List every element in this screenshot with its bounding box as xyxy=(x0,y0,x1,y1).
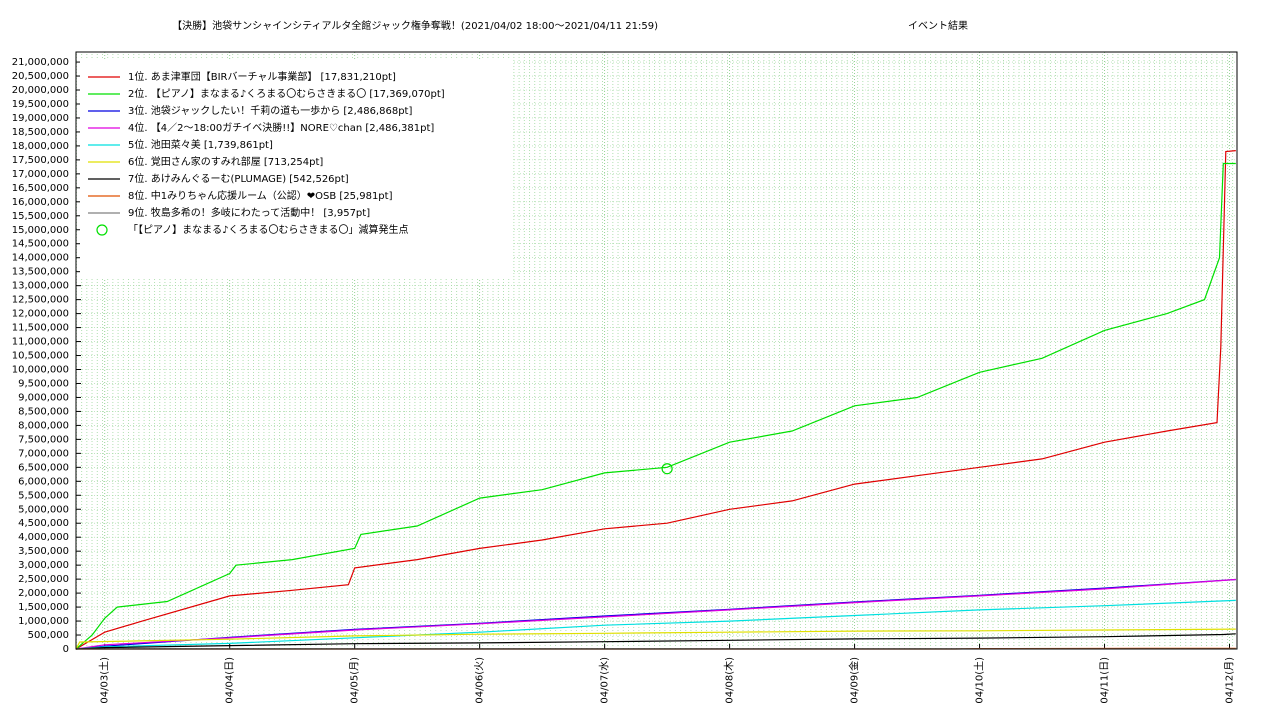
y-tick-label: 9,500,000 xyxy=(18,378,69,389)
y-tick-label: 4,000,000 xyxy=(18,532,69,543)
y-tick-label: 8,500,000 xyxy=(18,406,69,417)
y-tick-label: 17,500,000 xyxy=(12,155,69,166)
legend-label: 2位. 【ピアノ】まなまる♪くろまる〇むらさきまる〇 [17,369,070pt… xyxy=(128,87,445,100)
y-tick-label: 6,500,000 xyxy=(18,462,69,473)
y-tick-label: 16,500,000 xyxy=(12,183,69,194)
x-tick-label: 04/06(火) xyxy=(474,657,486,704)
series-line xyxy=(75,628,1236,650)
y-tick-label: 8,000,000 xyxy=(18,420,69,431)
legend-label: 7位. あけみんぐるーむ(PLUMAGE) [542,526pt] xyxy=(128,172,349,185)
y-tick-label: 18,000,000 xyxy=(12,141,69,152)
x-tick-label: 04/07(水) xyxy=(599,657,611,704)
legend-label: 6位. 覚田さん家のすみれ部屋 [713,254pt] xyxy=(128,155,323,168)
legend: 1位. あま津軍団【BIRバーチャル事業部】 [17,831,210pt] 2位.… xyxy=(80,60,512,278)
x-tick-label: 04/03(土) xyxy=(98,657,111,704)
chart-subtitle: イベント結果 xyxy=(908,19,968,32)
x-tick-label: 04/10(土) xyxy=(973,657,986,704)
y-tick-label: 5,000,000 xyxy=(18,504,69,515)
y-tick-label: 20,500,000 xyxy=(12,71,69,82)
y-tick-label: 17,000,000 xyxy=(12,169,69,180)
y-tick-label: 1,500,000 xyxy=(18,602,69,613)
y-tick-label: 11,000,000 xyxy=(12,337,69,348)
x-tick-label: 04/04(日) xyxy=(225,657,236,704)
y-tick-label: 6,000,000 xyxy=(18,476,69,487)
y-tick-label: 16,000,000 xyxy=(12,197,69,208)
legend-label: 4位. 【4／2〜18:00ガチイベ決勝!!】NORE♡chan [2,486,… xyxy=(128,121,434,134)
y-tick-label: 0 xyxy=(63,644,69,655)
y-tick-label: 14,000,000 xyxy=(12,253,69,264)
y-tick-label: 7,500,000 xyxy=(18,434,69,445)
y-tick-label: 18,500,000 xyxy=(12,127,69,138)
y-tick-label: 15,500,000 xyxy=(12,211,69,222)
legend-label: 「【ピアノ】まなまる♪くろまる〇むらさきまる〇」減算発生点 xyxy=(128,223,408,236)
y-tick-label: 2,000,000 xyxy=(18,588,69,599)
series-line xyxy=(75,599,1236,650)
y-tick-label: 5,500,000 xyxy=(18,490,69,501)
legend-label: 5位. 池田菜々美 [1,739,861pt] xyxy=(128,138,273,151)
x-tick-label: 04/09(金) xyxy=(848,657,861,704)
legend-label: 1位. あま津軍団【BIRバーチャル事業部】 [17,831,210pt] xyxy=(128,70,396,83)
legend-label: 9位. 牧島多希の！多岐にわたって活動中！ [3,957pt] xyxy=(128,206,370,219)
legend-label: 8位. 中1みりちゃん応援ルーム（公認）❤OSB [25,981pt] xyxy=(128,189,393,202)
legend-swatch xyxy=(96,224,108,236)
y-tick-label: 14,500,000 xyxy=(12,239,69,250)
x-tick-label: 04/05(月) xyxy=(349,657,361,704)
series-line xyxy=(75,150,1236,650)
y-tick-label: 4,500,000 xyxy=(18,518,69,529)
y-tick-label: 10,000,000 xyxy=(12,365,69,376)
y-tick-label: 19,500,000 xyxy=(12,99,69,110)
y-tick-label: 13,000,000 xyxy=(12,281,69,292)
y-tick-label: 9,000,000 xyxy=(18,392,69,403)
y-tick-label: 2,500,000 xyxy=(18,574,69,585)
x-tick-label: 04/12(月) xyxy=(1224,657,1236,704)
y-tick-label: 21,000,000 xyxy=(12,57,69,68)
y-tick-label: 1,000,000 xyxy=(18,616,69,627)
marker-point xyxy=(661,463,673,475)
y-tick-label: 11,500,000 xyxy=(12,323,69,334)
y-tick-label: 15,000,000 xyxy=(12,225,69,236)
y-tick-label: 3,500,000 xyxy=(18,546,69,557)
y-tick-label: 3,000,000 xyxy=(18,560,69,571)
y-tick-label: 10,500,000 xyxy=(12,351,69,362)
y-tick-label: 19,000,000 xyxy=(12,113,69,124)
series-line xyxy=(75,633,1236,650)
y-tick-label: 7,000,000 xyxy=(18,448,69,459)
y-tick-label: 12,000,000 xyxy=(12,309,69,320)
x-tick-label: 04/11(日) xyxy=(1100,657,1111,704)
series-line xyxy=(75,162,1236,650)
y-tick-label: 500,000 xyxy=(28,630,69,641)
chart-title: 【決勝】池袋サンシャインシティアルタ全館ジャック権争奪戦！(2021/04/02… xyxy=(172,19,658,32)
y-tick-label: 13,500,000 xyxy=(12,267,69,278)
legend-label: 3位. 池袋ジャックしたい！千莉の道も一歩から [2,486,868pt] xyxy=(128,104,412,117)
y-tick-label: 20,000,000 xyxy=(12,85,69,96)
legend-box xyxy=(80,60,512,278)
y-tick-label: 12,500,000 xyxy=(12,295,69,306)
x-tick-label: 04/08(木) xyxy=(724,657,736,704)
plot-frame xyxy=(75,51,1238,650)
